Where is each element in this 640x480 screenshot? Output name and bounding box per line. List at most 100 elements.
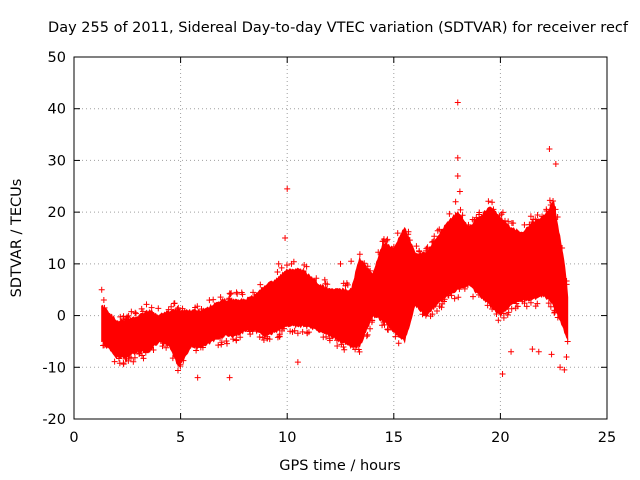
data-point: [563, 281, 570, 288]
data-point: [334, 342, 341, 349]
data-point: [523, 303, 530, 310]
data-point: [385, 326, 392, 333]
data-point: [547, 303, 554, 310]
data-point: [278, 264, 285, 271]
y-tick-label: 50: [48, 50, 66, 66]
data-point: [210, 296, 217, 303]
outlier-point: [226, 374, 233, 381]
data-point: [233, 336, 240, 343]
data-point: [193, 347, 200, 354]
outlier-point: [288, 260, 295, 267]
data-point: [395, 340, 402, 347]
data-point: [303, 263, 310, 270]
data-point: [465, 221, 472, 228]
data-point: [475, 291, 482, 298]
data-point: [136, 350, 143, 357]
data-point: [392, 333, 399, 340]
data-point: [206, 297, 213, 304]
data-point: [131, 354, 138, 361]
data-point: [434, 227, 441, 234]
data-point: [552, 206, 559, 213]
data-point: [128, 308, 135, 315]
outlier-point: [499, 371, 506, 378]
data-point: [250, 289, 257, 296]
y-axis-label: SDTVAR / TECUs: [9, 179, 25, 298]
data-point: [510, 220, 517, 227]
data-point: [484, 302, 491, 309]
data-point: [445, 291, 452, 298]
data-point: [489, 199, 496, 206]
data-point: [126, 354, 133, 361]
data-point: [117, 313, 124, 320]
data-point: [159, 343, 166, 350]
data-point: [341, 346, 348, 353]
data-point: [115, 355, 122, 362]
tick-layer: 0 5 10 15 20 25 -20 -10 0 10 20 30 40 50: [42, 50, 616, 446]
data-point: [116, 360, 123, 367]
data-point: [508, 305, 515, 312]
data-point: [464, 282, 471, 289]
outlier-point: [529, 346, 536, 353]
data-point: [554, 314, 561, 321]
data-point: [194, 343, 201, 350]
x-tick-label: 20: [491, 430, 509, 446]
data-point: [228, 290, 235, 297]
data-point: [130, 358, 137, 365]
data-point: [101, 304, 108, 311]
outlier-point: [454, 99, 461, 106]
data-point: [368, 319, 375, 326]
data-point: [291, 327, 298, 334]
data-point: [260, 337, 267, 344]
data-point: [495, 317, 502, 324]
data-point: [529, 219, 536, 226]
data-point: [142, 349, 149, 356]
y-tick-label: 40: [48, 102, 66, 118]
y-tick-label: 30: [48, 153, 66, 169]
data-point: [217, 335, 224, 342]
data-point: [380, 319, 387, 326]
data-point: [489, 305, 496, 312]
data-point: [278, 327, 285, 334]
data-point: [321, 276, 328, 283]
data-point: [256, 333, 263, 340]
data-point: [439, 300, 446, 307]
data-point: [139, 308, 146, 315]
data-point: [300, 267, 307, 274]
data-point: [174, 367, 181, 374]
data-point: [283, 262, 290, 269]
data-point: [169, 355, 176, 362]
data-point: [550, 198, 557, 205]
data-point: [304, 330, 311, 337]
data-point: [498, 211, 505, 218]
data-point: [456, 286, 463, 293]
data-point: [413, 243, 420, 250]
outlier-point: [194, 374, 201, 381]
data-point: [150, 346, 157, 353]
data-point: [383, 237, 390, 244]
data-point: [238, 289, 245, 296]
data-point: [470, 293, 477, 300]
data-point: [132, 309, 139, 316]
data-point: [223, 340, 230, 347]
data-point: [257, 281, 264, 288]
data-point: [406, 237, 413, 244]
data-point: [416, 248, 423, 255]
data-point: [381, 321, 388, 328]
data-point: [382, 239, 389, 246]
data-point: [322, 280, 329, 287]
data-point: [287, 328, 294, 335]
data-point: [554, 214, 561, 221]
data-point: [363, 333, 370, 340]
data-point: [361, 260, 368, 267]
data-point: [539, 213, 546, 220]
data-point: [177, 363, 184, 370]
data-point: [476, 209, 483, 216]
data-point: [457, 206, 464, 213]
outlier-point: [557, 364, 564, 371]
data-point: [175, 304, 182, 311]
outlier-point: [508, 348, 515, 355]
plot-frame: [73, 56, 608, 420]
data-point: [171, 300, 178, 307]
data-point: [320, 334, 327, 341]
data-point: [473, 214, 480, 221]
